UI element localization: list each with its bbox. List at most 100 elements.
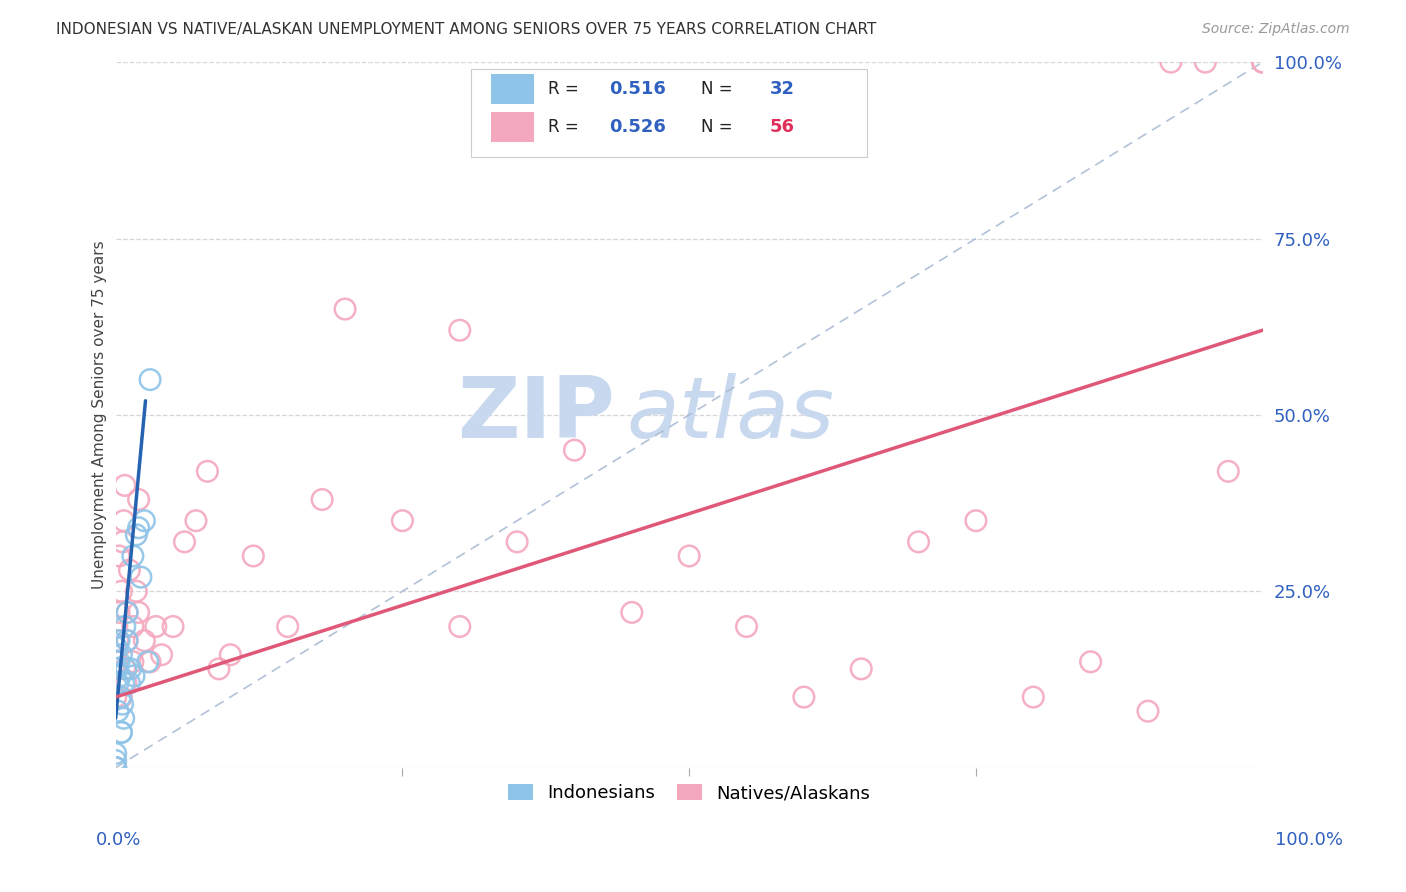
Text: R =: R = [548, 79, 583, 98]
Text: 56: 56 [769, 118, 794, 136]
Point [1160, 55, 1182, 70]
Point [449, 323, 471, 337]
Point [105, 640, 128, 655]
Text: 0.526: 0.526 [609, 118, 666, 136]
Text: atlas: atlas [626, 374, 834, 457]
Point [107, 633, 129, 648]
Point [793, 690, 815, 704]
Point [112, 676, 135, 690]
Point [115, 676, 138, 690]
Point [104, 761, 127, 775]
Point [136, 655, 159, 669]
Point [184, 514, 207, 528]
Point [129, 570, 152, 584]
Text: INDONESIAN VS NATIVE/ALASKAN UNEMPLOYMENT AMONG SENIORS OVER 75 YEARS CORRELATIO: INDONESIAN VS NATIVE/ALASKAN UNEMPLOYMEN… [56, 22, 876, 37]
Point [110, 669, 132, 683]
Point [114, 478, 136, 492]
Point [122, 669, 145, 683]
Point [678, 549, 700, 563]
FancyBboxPatch shape [491, 112, 534, 142]
Point [122, 655, 145, 669]
Point [107, 676, 129, 690]
Point [1251, 55, 1274, 70]
Legend: Indonesians, Natives/Alaskans: Indonesians, Natives/Alaskans [499, 775, 880, 812]
Point [1194, 55, 1216, 70]
Point [108, 633, 131, 648]
Text: N =: N = [700, 79, 738, 98]
Point [111, 697, 134, 711]
Point [110, 584, 132, 599]
Text: N =: N = [700, 118, 738, 136]
Point [1022, 690, 1045, 704]
Point [104, 761, 127, 775]
Point [120, 662, 142, 676]
Point [391, 514, 413, 528]
Point [122, 619, 145, 633]
Point [112, 711, 135, 725]
Text: R =: R = [548, 118, 583, 136]
Point [564, 443, 586, 458]
Text: ZIP: ZIP [457, 374, 614, 457]
Point [118, 676, 141, 690]
Text: 0.0%: 0.0% [96, 831, 141, 849]
Point [118, 563, 141, 577]
Point [108, 606, 131, 620]
Point [1251, 55, 1274, 70]
Point [115, 606, 138, 620]
Point [111, 534, 134, 549]
Point [122, 549, 145, 563]
Point [907, 534, 929, 549]
Point [506, 534, 529, 549]
Point [128, 521, 150, 535]
Point [620, 606, 643, 620]
Y-axis label: Unemployment Among Seniors over 75 years: Unemployment Among Seniors over 75 years [93, 241, 107, 590]
Point [110, 648, 132, 662]
Point [449, 619, 471, 633]
Point [115, 633, 138, 648]
Point [104, 690, 127, 704]
Point [104, 761, 127, 775]
Point [128, 606, 150, 620]
Point [851, 662, 873, 676]
Point [139, 373, 162, 387]
Point [112, 514, 135, 528]
Point [105, 619, 128, 633]
Point [110, 690, 132, 704]
Point [107, 704, 129, 718]
Point [208, 662, 231, 676]
Text: Source: ZipAtlas.com: Source: ZipAtlas.com [1202, 22, 1350, 37]
Point [1136, 704, 1159, 718]
Point [277, 619, 299, 633]
FancyBboxPatch shape [491, 74, 534, 103]
Point [150, 648, 173, 662]
Point [1080, 655, 1102, 669]
Point [145, 619, 167, 633]
Point [162, 619, 184, 633]
Point [1218, 464, 1240, 478]
Point [108, 549, 131, 563]
Point [735, 619, 758, 633]
Text: 32: 32 [769, 79, 794, 98]
Point [197, 464, 219, 478]
Point [110, 725, 132, 739]
Point [333, 301, 356, 316]
Point [108, 655, 131, 669]
Point [105, 662, 128, 676]
Point [139, 655, 162, 669]
Point [115, 606, 138, 620]
Point [965, 514, 987, 528]
Point [125, 528, 148, 542]
Point [114, 662, 136, 676]
Text: 100.0%: 100.0% [1275, 831, 1343, 849]
Point [125, 584, 148, 599]
Point [219, 648, 242, 662]
Point [104, 754, 127, 768]
Point [128, 492, 150, 507]
Point [110, 690, 132, 704]
Point [115, 662, 138, 676]
Point [134, 633, 156, 648]
Point [114, 619, 136, 633]
FancyBboxPatch shape [471, 70, 868, 157]
Point [110, 725, 132, 739]
Point [173, 534, 195, 549]
